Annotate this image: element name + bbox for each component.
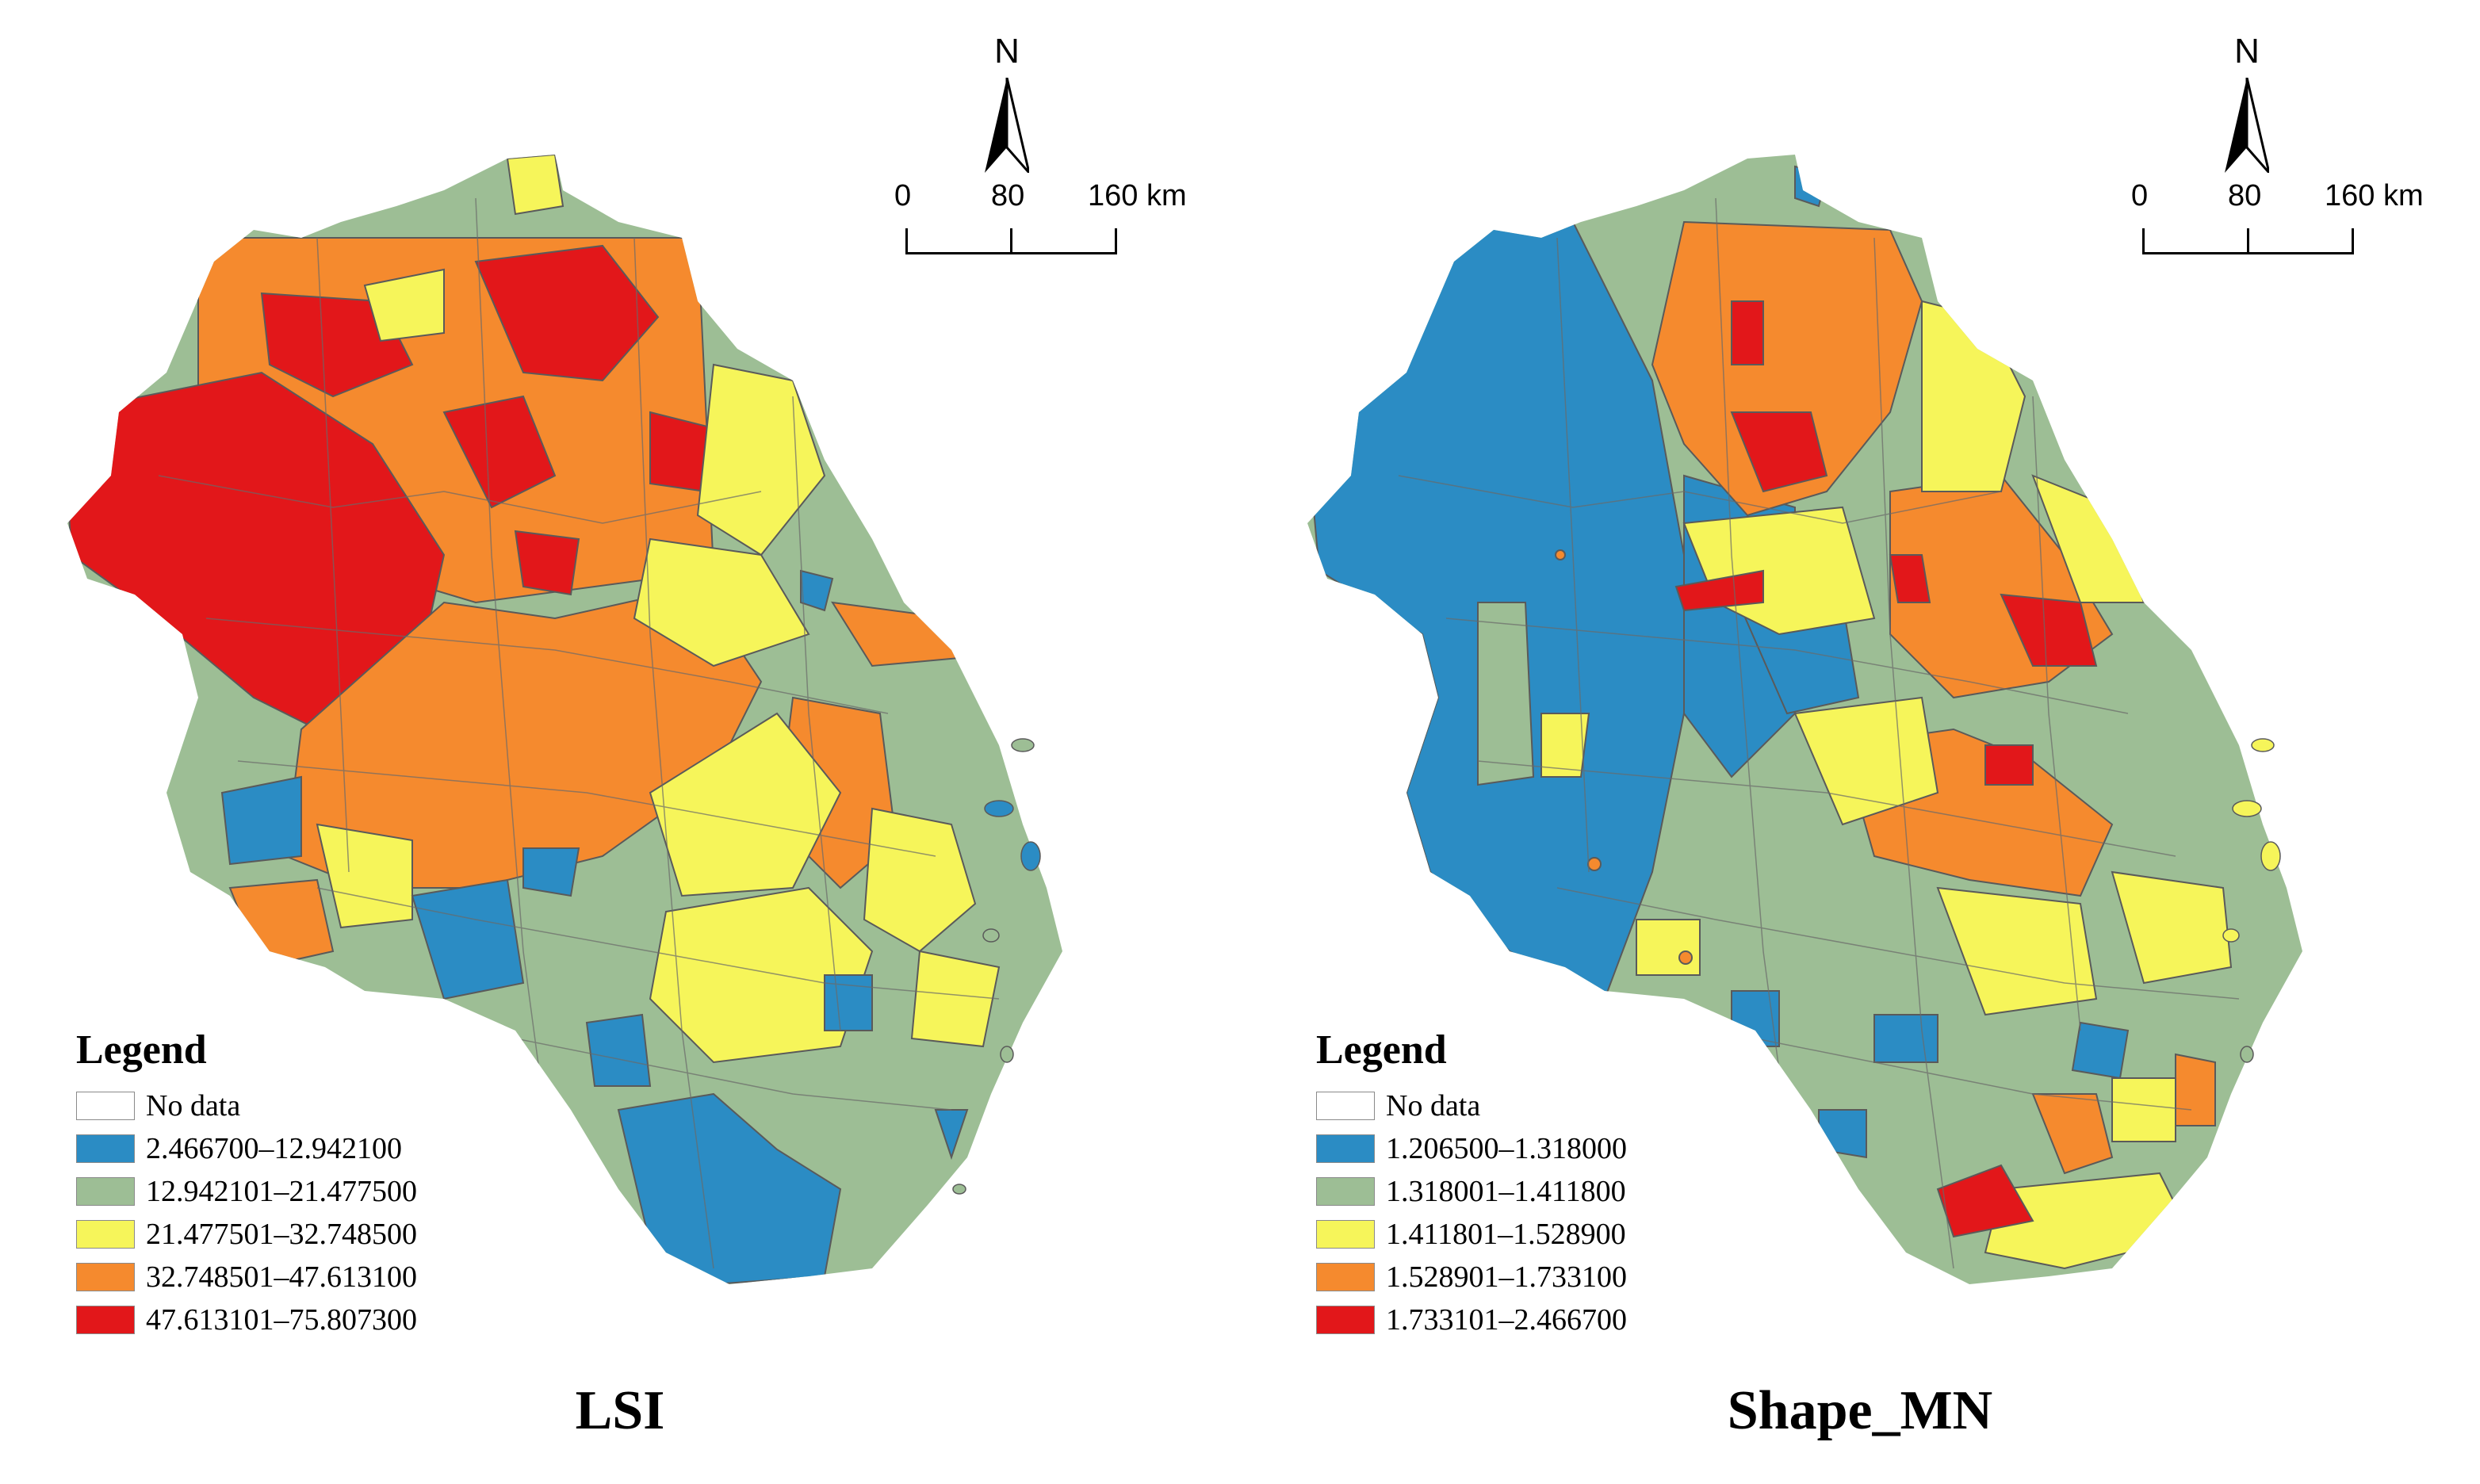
legend-swatch: [1316, 1306, 1375, 1334]
panel-title-shape-mn: Shape_MN: [1727, 1380, 1993, 1441]
legend-swatch: [76, 1092, 135, 1120]
scale-tick: [2247, 228, 2249, 254]
scale-tick: [1010, 228, 1012, 254]
legend-label: 1.733101–2.466700: [1386, 1303, 1627, 1337]
scale-tick: [905, 228, 908, 254]
legend-swatch: [1316, 1263, 1375, 1291]
scale-tick: [2352, 228, 2354, 254]
legend-title: Legend: [76, 1027, 207, 1073]
legend-swatch: [76, 1134, 135, 1163]
legend: Legend No data 1.206500–1.318000 1.31800…: [1316, 1027, 1824, 1341]
north-label: N: [2234, 32, 2260, 71]
scale-label-0: 0: [894, 179, 912, 212]
legend-label: 12.942101–21.477500: [146, 1175, 417, 1208]
legend-label: 1.318001–1.411800: [1386, 1175, 1626, 1208]
scale-bar: 0 80 160 km: [890, 179, 1230, 266]
legend-item: 1.528901–1.733100: [1316, 1256, 1824, 1298]
scale-bar: 0 80 160 km: [2126, 179, 2467, 266]
shape-mn-map-panel: N 0 80 160 km Legend No data 1.206500–1.…: [1240, 0, 2480, 1484]
legend-item: 1.318001–1.411800: [1316, 1170, 1824, 1213]
legend-swatch: [1316, 1092, 1375, 1120]
scale-label-160: 160 km: [1088, 179, 1187, 212]
legend-title: Legend: [1316, 1027, 1447, 1073]
scale-label-0: 0: [2131, 179, 2149, 212]
legend-label: 47.613101–75.807300: [146, 1303, 417, 1337]
legend-swatch: [76, 1306, 135, 1334]
legend-swatch: [1316, 1134, 1375, 1163]
legend-label: 32.748501–47.613100: [146, 1260, 417, 1294]
scale-label-80: 80: [2228, 179, 2262, 212]
north-arrow: N: [959, 32, 1054, 174]
legend-item: 2.466700–12.942100: [76, 1127, 584, 1170]
scale-label-160: 160 km: [2325, 179, 2424, 212]
legend-item: 1.733101–2.466700: [1316, 1298, 1824, 1341]
legend-swatch: [76, 1220, 135, 1249]
legend-item: No data: [1316, 1084, 1824, 1127]
north-arrow-icon: [985, 78, 1029, 173]
legend-item: 21.477501–32.748500: [76, 1213, 584, 1256]
legend-label: 2.466700–12.942100: [146, 1132, 402, 1165]
legend-item: 1.411801–1.528900: [1316, 1213, 1824, 1256]
scale-label-80: 80: [991, 179, 1025, 212]
legend-label: 1.206500–1.318000: [1386, 1132, 1627, 1165]
legend-label: 21.477501–32.748500: [146, 1218, 417, 1251]
lsi-choropleth-map: [67, 155, 1062, 1284]
legend-swatch: [1316, 1177, 1375, 1206]
legend-item: No data: [76, 1084, 584, 1127]
shape-mn-choropleth-map: [1307, 155, 2302, 1284]
legend-swatch: [1316, 1220, 1375, 1249]
north-arrow-icon: [2225, 78, 2269, 173]
legend-swatch: [76, 1263, 135, 1291]
legend-swatch: [76, 1177, 135, 1206]
legend-item: 47.613101–75.807300: [76, 1298, 584, 1341]
legend-item: 12.942101–21.477500: [76, 1170, 584, 1213]
legend: Legend No data 2.466700–12.942100 12.942…: [76, 1027, 584, 1341]
scale-tick: [1115, 228, 1117, 254]
legend-label: 1.411801–1.528900: [1386, 1218, 1626, 1251]
legend-label: 1.528901–1.733100: [1386, 1260, 1627, 1294]
legend-item: 32.748501–47.613100: [76, 1256, 584, 1298]
panel-title-lsi: LSI: [575, 1380, 665, 1441]
lsi-map-panel: N 0 80 160 km Legend No data 2.466700–12…: [67, 32, 1230, 1441]
legend-label: No data: [146, 1089, 241, 1123]
legend-item: 1.206500–1.318000: [1316, 1127, 1824, 1170]
north-label: N: [994, 32, 1020, 71]
scale-tick: [2142, 228, 2145, 254]
north-arrow: N: [2199, 32, 2294, 174]
legend-label: No data: [1386, 1089, 1481, 1123]
